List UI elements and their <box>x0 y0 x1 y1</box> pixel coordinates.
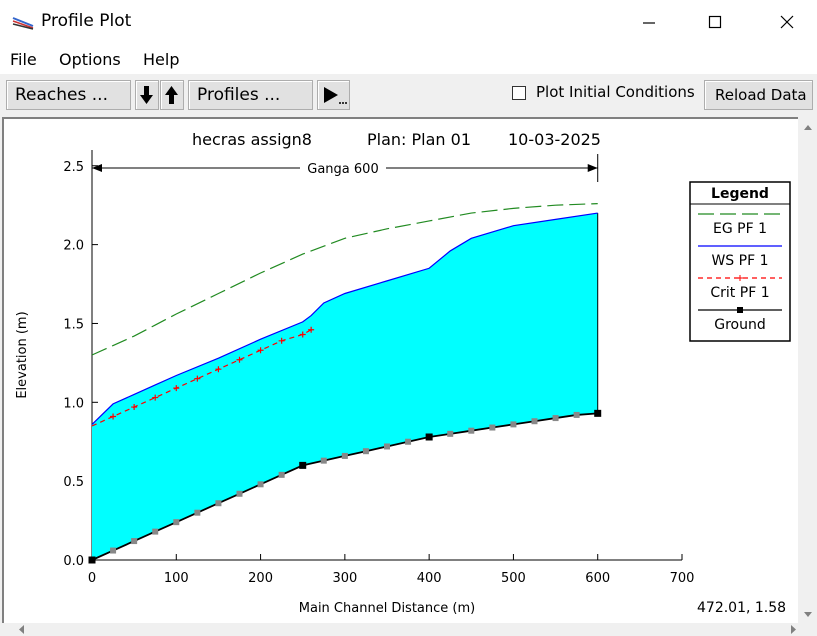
profiles-button[interactable]: Profiles ... <box>188 80 313 110</box>
reload-data-button[interactable]: Reload Data <box>704 80 813 110</box>
maximize-button[interactable] <box>685 0 745 44</box>
minimize-button[interactable] <box>619 0 679 44</box>
menu-bar: File Options Help <box>0 44 817 74</box>
profile-plot-app-icon <box>12 17 34 30</box>
toolbar: Reaches ... Profiles ... Plot Initial Co… <box>0 74 817 118</box>
play-icon <box>324 87 347 104</box>
maximize-icon <box>708 15 722 29</box>
plot-initial-conditions-checkbox[interactable] <box>512 86 526 100</box>
vertical-scrollbar[interactable] <box>799 117 817 624</box>
arrow-down-icon <box>140 86 153 104</box>
menu-file[interactable]: File <box>10 50 37 69</box>
scroll-left-icon[interactable] <box>16 623 29 636</box>
move-up-button[interactable] <box>160 80 184 110</box>
arrow-up-icon <box>165 86 178 104</box>
move-down-button[interactable] <box>135 80 159 110</box>
title-bar: Profile Plot <box>0 0 817 44</box>
scroll-down-icon[interactable] <box>799 605 817 623</box>
cursor-coordinate-readout: 472.01, 1.58 <box>697 600 787 616</box>
scroll-right-icon[interactable] <box>786 623 799 636</box>
close-button[interactable] <box>757 0 817 44</box>
reaches-button[interactable]: Reaches ... <box>6 80 131 110</box>
reload-data-button-label: Reload Data <box>715 86 807 104</box>
horizontal-scrollbar[interactable] <box>0 623 817 636</box>
menu-options[interactable]: Options <box>59 50 121 69</box>
close-icon <box>780 15 794 29</box>
scroll-up-icon[interactable] <box>799 119 817 137</box>
menu-help[interactable]: Help <box>143 50 180 69</box>
window-title: Profile Plot <box>41 11 132 31</box>
plot-initial-conditions-label: Plot Initial Conditions <box>536 83 695 101</box>
profiles-button-label: Profiles ... <box>197 85 281 105</box>
minimize-icon <box>643 22 655 24</box>
plot-area[interactable] <box>2 117 798 623</box>
reaches-button-label: Reaches ... <box>15 85 108 105</box>
animate-button[interactable] <box>317 80 350 110</box>
